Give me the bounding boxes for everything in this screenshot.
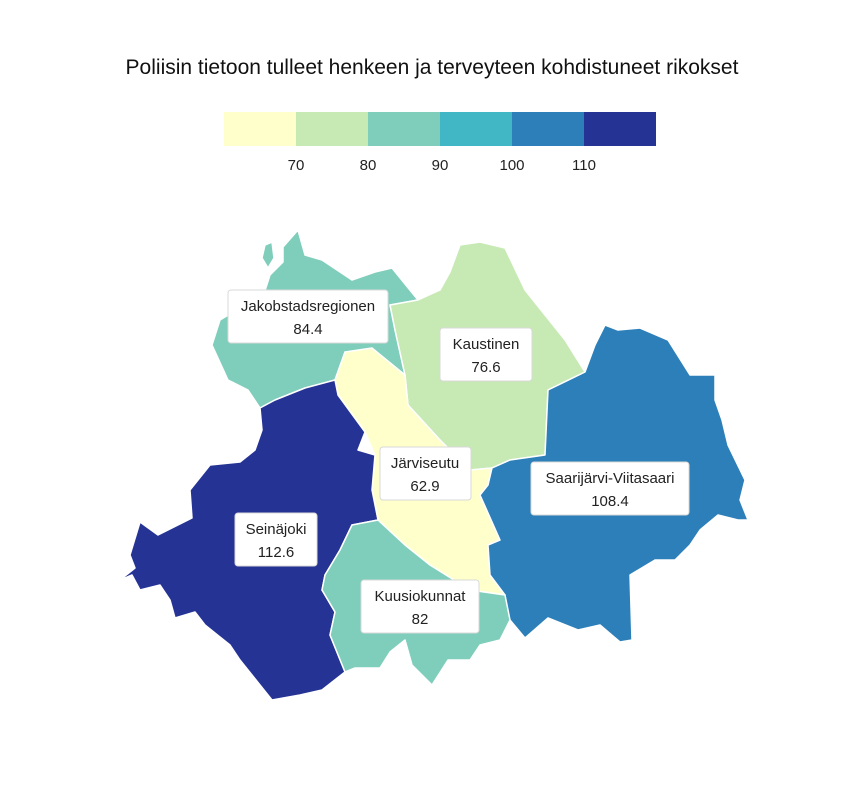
legend-tick-70: 70 — [288, 157, 305, 174]
label-name: Järviseutu — [391, 455, 459, 472]
label-value: 112.6 — [258, 544, 294, 561]
color-legend: 70 80 90 100 110 — [224, 112, 656, 174]
label-name: Saarijärvi-Viitasaari — [546, 470, 675, 487]
label-jakobstadsregionen: Jakobstadsregionen 84.4 — [227, 289, 389, 344]
legend-swatch-5 — [512, 112, 584, 146]
label-name: Kuusiokunnat — [375, 588, 467, 605]
label-box — [439, 327, 533, 382]
label-box — [360, 579, 480, 634]
legend-swatch-6 — [584, 112, 656, 146]
legend-tick-90: 90 — [432, 157, 449, 174]
legend-swatch-2 — [296, 112, 368, 146]
label-name: Seinäjoki — [246, 521, 307, 538]
label-value: 82 — [412, 611, 429, 628]
legend-swatch-3 — [368, 112, 440, 146]
label-box — [234, 512, 318, 567]
label-box — [530, 461, 690, 516]
label-value: 76.6 — [471, 359, 500, 376]
label-jarviseutu: Järviseutu 62.9 — [379, 446, 472, 501]
legend-tick-100: 100 — [499, 157, 524, 174]
legend-tick-110: 110 — [572, 157, 596, 174]
label-saarijarvi-viitasaari: Saarijärvi-Viitasaari 108.4 — [530, 461, 690, 516]
label-value: 62.9 — [410, 478, 439, 495]
region-jakobstadsregionen-island — [261, 241, 275, 269]
label-box — [227, 289, 389, 344]
label-name: Kaustinen — [453, 336, 520, 353]
legend-tick-80: 80 — [360, 157, 377, 174]
region-labels: Jakobstadsregionen 84.4 Kaustinen 76.6 J… — [227, 289, 690, 634]
legend-swatch-1 — [224, 112, 296, 146]
label-seinajoki: Seinäjoki 112.6 — [234, 512, 318, 567]
label-value: 84.4 — [293, 321, 322, 338]
label-box — [379, 446, 472, 501]
legend-swatch-4 — [440, 112, 512, 146]
label-kaustinen: Kaustinen 76.6 — [439, 327, 533, 382]
label-name: Jakobstadsregionen — [241, 298, 375, 315]
chart-title: Poliisin tietoon tulleet henkeen ja terv… — [125, 56, 739, 79]
label-value: 108.4 — [591, 493, 629, 510]
label-kuusiokunnat: Kuusiokunnat 82 — [360, 579, 480, 634]
